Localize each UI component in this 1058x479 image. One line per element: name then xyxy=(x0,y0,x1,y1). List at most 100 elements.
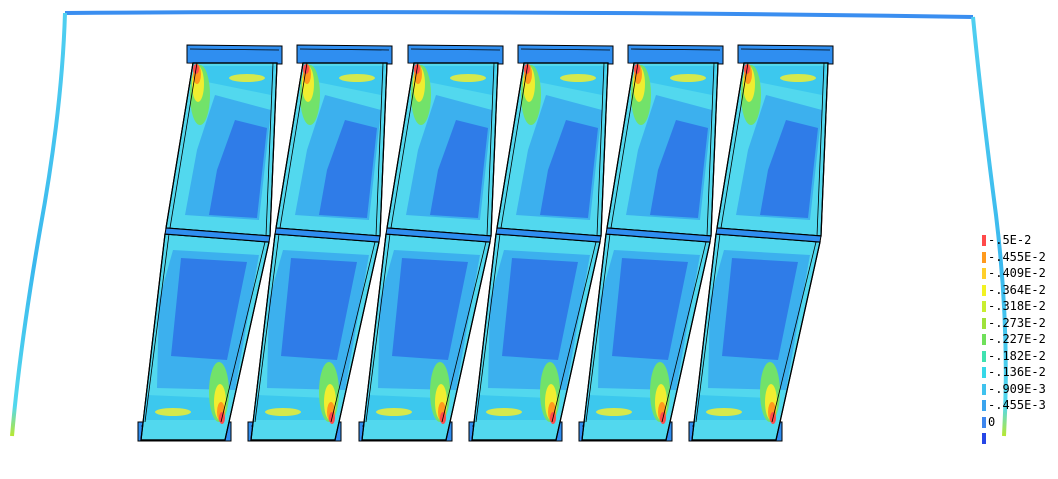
legend-entry: -.273E-2 xyxy=(978,316,1058,333)
legend-entry: -.227E-2 xyxy=(978,332,1058,349)
stress-hotspot xyxy=(376,408,412,416)
top-plate xyxy=(296,44,393,65)
legend-label: -.136E-2 xyxy=(988,365,1046,379)
stress-hotspot xyxy=(229,74,265,82)
legend-entry: -.455E-3 xyxy=(978,398,1058,415)
stud-line xyxy=(365,233,391,423)
top-plate-edge xyxy=(630,48,721,51)
mid-nailer xyxy=(715,227,822,243)
legend-swatch xyxy=(982,317,986,329)
top-plate xyxy=(627,44,724,65)
legend-swatch xyxy=(982,268,986,279)
stress-hotspot xyxy=(486,408,522,416)
legend-entry: -.5E-2 xyxy=(978,233,1058,250)
stress-hotspot xyxy=(560,74,596,82)
legend-swatch xyxy=(982,400,986,411)
stress-hotspot xyxy=(596,408,632,416)
mid-nailer xyxy=(605,227,712,243)
stud-line xyxy=(610,62,639,229)
contour-zone xyxy=(722,258,798,360)
top-plate xyxy=(517,44,614,65)
top-plate xyxy=(186,44,283,65)
contour-zone xyxy=(650,120,708,218)
stud-line xyxy=(661,241,707,423)
stud-line xyxy=(169,62,198,229)
stud-line xyxy=(220,241,266,423)
stud-line xyxy=(265,62,274,237)
legend-swatch xyxy=(982,367,986,378)
stud-line xyxy=(695,233,721,423)
legend-label: -.318E-2 xyxy=(988,299,1046,313)
contour-zone xyxy=(281,258,357,360)
stud-line xyxy=(720,62,749,229)
legend-label: -.409E-2 xyxy=(988,266,1046,280)
stud-line xyxy=(144,233,170,423)
stud-line xyxy=(279,62,308,229)
legend-label: 0 xyxy=(988,414,996,429)
contour-zone xyxy=(430,120,488,218)
contour-zone xyxy=(760,120,818,218)
stud-line xyxy=(585,233,611,423)
legend-entry: -.909E-3 xyxy=(978,382,1058,399)
stress-hotspot xyxy=(706,408,742,416)
legend-swatch xyxy=(982,383,986,395)
wall-panel xyxy=(137,44,283,442)
top-plate-edge xyxy=(299,48,390,51)
legend-label: -.455E-2 xyxy=(988,249,1046,264)
legend-label: -.182E-2 xyxy=(988,348,1046,363)
top-plate-edge xyxy=(740,48,831,51)
stud-line xyxy=(500,62,529,229)
legend-entry: -.364E-2 xyxy=(978,283,1058,300)
frame-left-column xyxy=(10,12,67,437)
legend-entry xyxy=(978,431,1058,448)
mid-nailer xyxy=(164,227,271,243)
stud-line xyxy=(330,241,376,423)
contour-zone xyxy=(612,258,688,360)
stud-line xyxy=(551,241,597,423)
top-plate xyxy=(407,44,504,65)
stress-hotspot xyxy=(780,74,816,82)
top-plate-edge xyxy=(410,48,501,51)
contour-zone xyxy=(319,120,377,218)
frame-top-beam xyxy=(64,10,974,19)
mid-nailer xyxy=(385,227,492,243)
legend-swatch xyxy=(982,350,986,362)
top-plate xyxy=(737,44,834,65)
top-plate-edge xyxy=(520,48,611,51)
legend-swatch xyxy=(982,251,986,263)
legend-label: -.455E-3 xyxy=(988,398,1046,412)
contour-zone xyxy=(392,258,468,360)
stud-line xyxy=(441,241,487,423)
stress-hotspot xyxy=(265,408,301,416)
contour-legend: -.5E-2 -.455E-2 -.409E-2 -.364E-2 -.318E-2 -.… xyxy=(978,233,1058,448)
frame-right-column xyxy=(971,16,1008,437)
stud-line xyxy=(596,62,605,237)
contour-zone xyxy=(502,258,578,360)
stud-line xyxy=(475,233,501,423)
wall-panel xyxy=(358,44,504,442)
legend-entry: -.136E-2 xyxy=(978,365,1058,382)
stud-line xyxy=(771,241,817,423)
stress-hotspot xyxy=(670,74,706,82)
legend-label: -.227E-2 xyxy=(988,332,1046,346)
top-plate-edge xyxy=(189,48,280,51)
contour-zone xyxy=(171,258,247,360)
legend-label: -.364E-2 xyxy=(988,282,1046,297)
stud-line xyxy=(390,62,419,229)
legend-label: -.273E-2 xyxy=(988,315,1046,330)
legend-label: -.909E-3 xyxy=(988,381,1046,396)
legend-entry: -.182E-2 xyxy=(978,349,1058,366)
legend-swatch xyxy=(982,301,986,312)
wall-panel xyxy=(578,44,724,442)
stud-line xyxy=(706,62,715,237)
legend-swatch xyxy=(982,235,986,246)
legend-swatch xyxy=(982,284,986,296)
wall-panel xyxy=(688,44,834,442)
mid-nailer xyxy=(274,227,381,243)
wall-panel xyxy=(468,44,614,442)
legend-entry: -.318E-2 xyxy=(978,299,1058,316)
legend-swatch xyxy=(982,433,986,444)
wall-panel xyxy=(247,44,393,442)
stress-hotspot xyxy=(339,74,375,82)
